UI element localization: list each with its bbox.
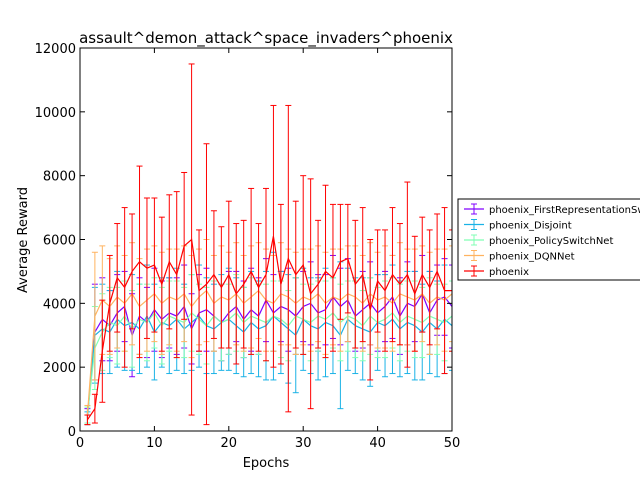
y-tick-label: 0 bbox=[68, 425, 76, 440]
legend-label: phoenix_Disjoint bbox=[489, 221, 572, 232]
legend-entry: phoenix_DQNNet bbox=[464, 250, 575, 263]
legend-entry: phoenix_PolicySwitchNet bbox=[464, 234, 613, 247]
series-line bbox=[86, 289, 452, 416]
series-line bbox=[86, 236, 452, 421]
series-line bbox=[86, 311, 452, 416]
y-tick-label: 6000 bbox=[43, 234, 76, 249]
y-axis-label: Average Reward bbox=[16, 187, 31, 293]
legend-entry: phoenix bbox=[464, 265, 529, 278]
y-tick-label: 10000 bbox=[35, 106, 76, 121]
legend-label: phoenix_PolicySwitchNet bbox=[489, 236, 613, 247]
legend-label: phoenix_DQNNet bbox=[489, 252, 575, 263]
axis-ticks: 0 10 20 30 40 50 0 2000 4000 6000 8000 10000 12000 bbox=[35, 42, 461, 451]
x-tick-label: 30 bbox=[295, 436, 312, 451]
x-tick-label: 0 bbox=[76, 436, 84, 451]
y-tick-label: 4000 bbox=[43, 297, 76, 312]
legend-entry: phoenix_FirstRepresentationSwitchNet bbox=[464, 203, 640, 216]
legend: phoenix_FirstRepresentationSwitchNetphoe… bbox=[457, 198, 640, 281]
x-tick-label: 20 bbox=[221, 436, 238, 451]
plot-area bbox=[84, 63, 452, 426]
chart-title: assault^demon_attack^space_invaders^phoe… bbox=[79, 29, 453, 48]
legend-label: phoenix bbox=[489, 267, 529, 278]
legend-entry: phoenix_Disjoint bbox=[464, 219, 572, 232]
legend-label: phoenix_FirstRepresentationSwitchNet bbox=[489, 205, 640, 216]
legend-box bbox=[457, 198, 640, 281]
x-tick-label: 50 bbox=[444, 436, 461, 451]
y-tick-label: 12000 bbox=[35, 42, 76, 57]
x-tick-label: 10 bbox=[146, 436, 163, 451]
y-tick-label: 2000 bbox=[43, 361, 76, 376]
x-axis-label: Epochs bbox=[243, 456, 290, 471]
series-phoenix bbox=[84, 63, 452, 426]
y-tick-label: 8000 bbox=[43, 170, 76, 185]
series-line bbox=[86, 314, 452, 419]
x-tick-label: 40 bbox=[369, 436, 386, 451]
